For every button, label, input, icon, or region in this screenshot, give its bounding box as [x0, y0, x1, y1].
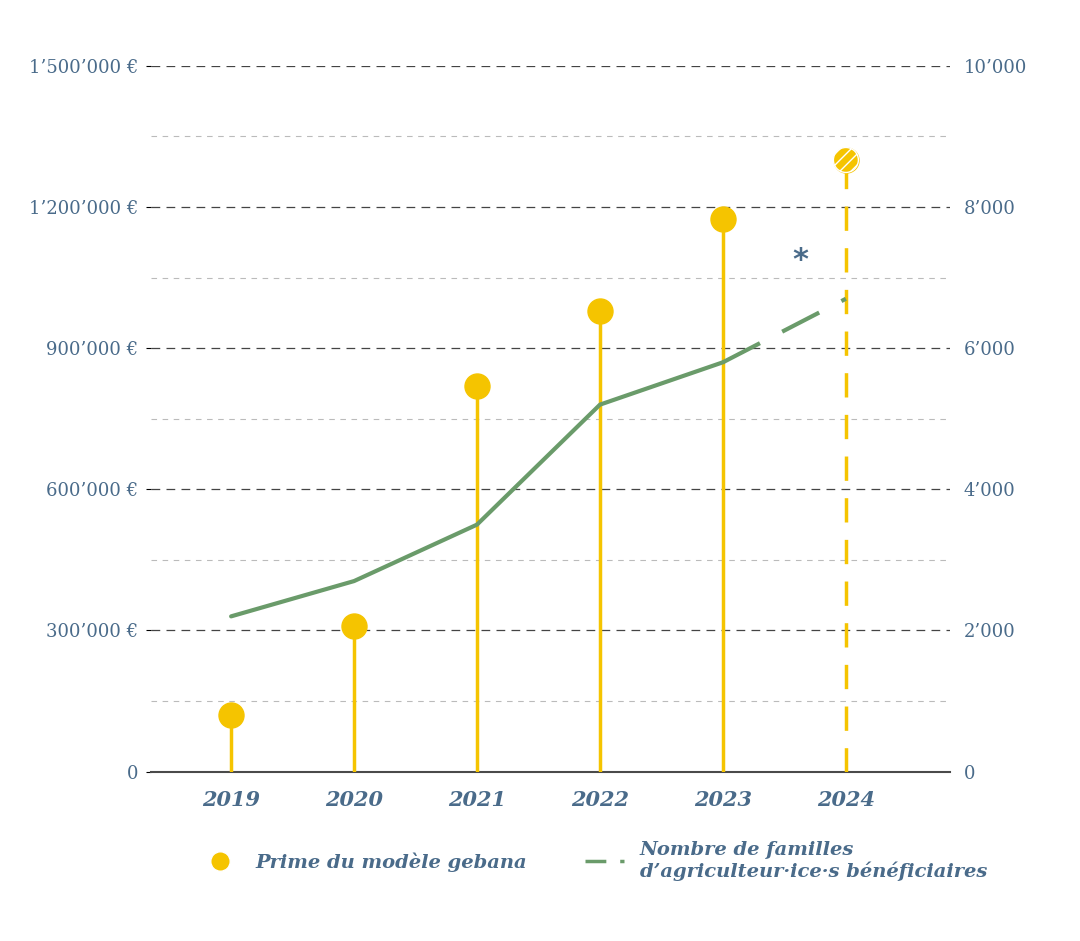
Legend: Prime du modèle gebana, Nombre de familles
d’agriculteur·ice·s bénéficiaires: Prime du modèle gebana, Nombre de famill… — [193, 833, 995, 889]
Text: *: * — [793, 247, 809, 275]
Point — [837, 152, 854, 167]
